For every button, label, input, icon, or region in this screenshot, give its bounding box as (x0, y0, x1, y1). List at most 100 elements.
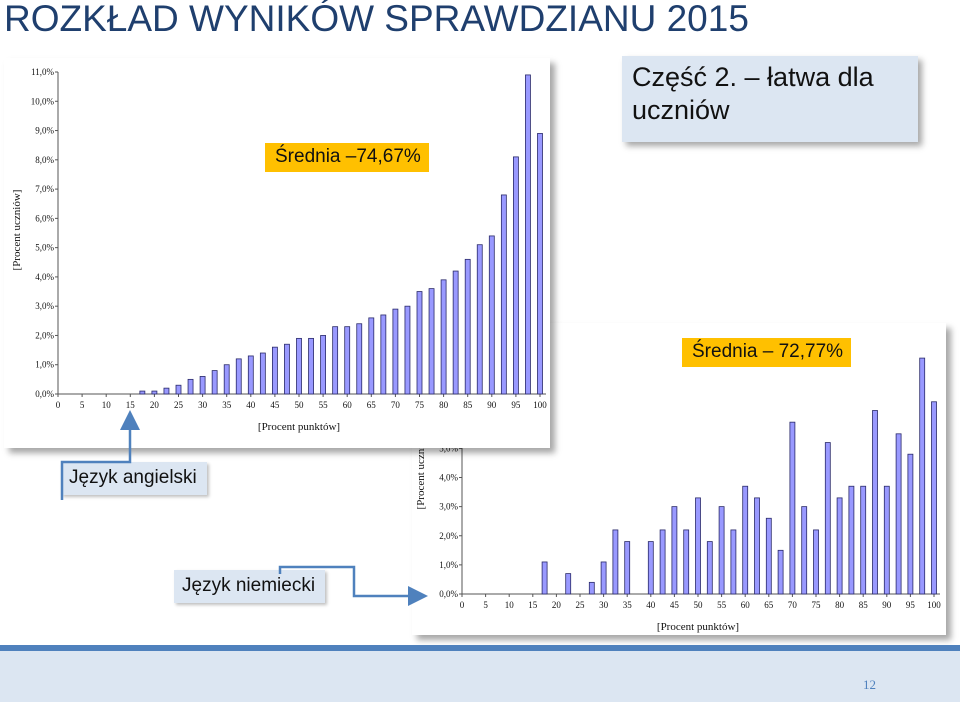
language-label-german: Język niemiecki (174, 570, 326, 603)
y-tick-label: 3,0% (439, 502, 458, 512)
x-tick-label: 10 (102, 400, 112, 410)
x-tick-label: 95 (511, 400, 521, 410)
bar (872, 410, 878, 595)
bar (671, 506, 678, 595)
bar (320, 335, 327, 395)
bar (512, 156, 519, 395)
y-axis-label: [Procent uczniów] (415, 429, 427, 510)
bar (765, 517, 772, 595)
x-tick-label: 5 (80, 400, 85, 410)
y-tick-label: 4,0% (439, 473, 458, 483)
bar (440, 279, 447, 395)
bar (706, 541, 713, 595)
x-tick-label: 85 (463, 400, 473, 410)
x-tick-label: 45 (270, 400, 280, 410)
bar (332, 326, 339, 395)
bar (404, 305, 411, 395)
part-label: Część 2. – łatwa dla uczniów (622, 56, 918, 142)
x-tick-label: 80 (439, 400, 449, 410)
bar (718, 506, 725, 595)
x-tick-label: 40 (246, 400, 256, 410)
bar (565, 573, 572, 595)
bar (612, 529, 619, 595)
x-tick-label: 15 (126, 400, 136, 410)
y-tick-label: 6,0% (35, 213, 54, 223)
histogram-german: 0,0% 1,0% 2,0% 3,0% 4,0% 5,0% 0 5 10 15 20 25 30 35 40… (415, 357, 941, 633)
x-tick-label: 20 (552, 600, 562, 610)
bar (380, 314, 387, 395)
y-tick-label: 7,0% (35, 184, 54, 194)
x-tick-label: 100 (927, 600, 941, 610)
bar (754, 497, 760, 595)
bar (223, 364, 230, 395)
page-number: 12 (863, 677, 876, 692)
footer-band: 12 (0, 645, 960, 702)
bar (789, 421, 796, 595)
bar (428, 288, 435, 395)
bar (163, 387, 170, 395)
bar (500, 194, 507, 395)
bar (824, 442, 831, 595)
bar (695, 497, 701, 595)
bar (452, 270, 459, 395)
bar (476, 244, 483, 395)
x-tick-label: 90 (487, 400, 497, 410)
bar (683, 529, 690, 595)
bar (883, 485, 890, 595)
y-tick-label: 11,0% (31, 67, 54, 77)
y-tick-label: 5,0% (439, 443, 458, 453)
x-tick-label: 50 (295, 400, 305, 410)
x-tick-label: 55 (717, 600, 727, 610)
bar (730, 529, 737, 595)
bar (392, 308, 399, 395)
y-tick-label: 10,0% (31, 96, 55, 106)
bar (464, 258, 471, 395)
language-label-english: Język angielski (61, 462, 207, 495)
x-tick-label: 75 (415, 400, 425, 410)
y-tick-label: 2,0% (439, 531, 458, 541)
x-tick-label: 55 (319, 400, 329, 410)
x-tick-label: 35 (623, 600, 633, 610)
y-tick-label: 3,0% (35, 301, 54, 311)
bar (813, 529, 819, 595)
bar (541, 561, 548, 595)
x-tick-label: 90 (882, 600, 892, 610)
bar (919, 357, 926, 595)
bar (525, 74, 531, 395)
mean-label-english: Średnia –74,67% (265, 143, 429, 172)
mean-label-german: Średnia – 72,77% (682, 338, 852, 367)
x-tick-label: 50 (694, 600, 704, 610)
x-tick-label: 45 (670, 600, 680, 610)
bar (308, 337, 314, 395)
y-tick-label: 1,0% (35, 360, 54, 370)
bar (356, 323, 363, 395)
bar (235, 358, 242, 395)
x-tick-label: 40 (646, 600, 656, 610)
x-tick-label: 65 (764, 600, 774, 610)
y-tick-label: 2,0% (35, 330, 54, 340)
bar (659, 529, 666, 595)
bar (175, 384, 182, 395)
x-tick-label: 100 (533, 400, 547, 410)
x-tick-label: 85 (859, 600, 869, 610)
bar (296, 337, 302, 395)
bar (647, 541, 654, 595)
bar (836, 497, 843, 595)
x-tick-label: 10 (505, 600, 515, 610)
y-tick-label: 0,0% (35, 389, 54, 399)
bar (907, 453, 914, 595)
bar (624, 541, 631, 595)
y-tick-label: 8,0% (35, 155, 54, 165)
y-axis-label: [Procent uczniów] (11, 190, 23, 271)
y-tick-label: 9,0% (35, 126, 54, 136)
x-tick-label: 30 (198, 400, 208, 410)
y-tick-label: 4,0% (35, 272, 54, 282)
bar (259, 352, 266, 395)
bar (247, 355, 254, 395)
slide-title: ROZKŁAD WYNIKÓW SPRAWDZIANU 2015 (4, 0, 749, 39)
x-tick-label: 65 (367, 400, 377, 410)
x-tick-label: 25 (576, 600, 586, 610)
x-tick-label: 5 (483, 600, 488, 610)
x-tick-label: 75 (812, 600, 822, 610)
x-tick-label: 60 (343, 400, 353, 410)
